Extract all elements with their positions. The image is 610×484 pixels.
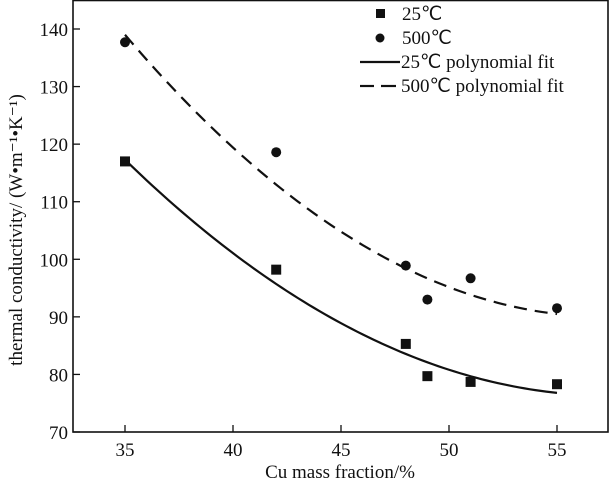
legend-circle-icon — [375, 33, 385, 43]
point-25c — [422, 371, 433, 382]
point-25c — [400, 338, 411, 349]
legend-label: 500℃ — [402, 28, 452, 49]
y-tick-label: 120 — [40, 135, 69, 156]
y-axis-label: thermal conductivity/ (W•m⁻¹•K⁻¹) — [6, 94, 27, 366]
fit-line-500c — [124, 34, 558, 316]
y-tick-label: 70 — [49, 423, 68, 444]
point-25c — [552, 379, 562, 390]
legend-label: 25℃ polynomial fit — [401, 52, 555, 73]
x-tick-label: 40 — [224, 440, 243, 461]
legend-label: 500℃ polynomial fit — [401, 76, 564, 97]
point-500c — [400, 260, 411, 271]
fit-lines — [124, 34, 558, 394]
point-500c — [552, 303, 562, 314]
y-tick-label: 130 — [40, 78, 69, 99]
y-tick-label: 140 — [40, 20, 69, 41]
point-500c — [465, 273, 476, 284]
point-25c — [271, 264, 282, 275]
x-tick-label: 55 — [548, 440, 567, 461]
legend: 25℃ 500℃ 25℃ polynomial fit 500℃ polynomial… — [360, 4, 564, 97]
data-points — [120, 37, 562, 390]
point-25c — [120, 156, 130, 167]
fit-line-25c — [124, 158, 558, 394]
x-axis-label: Cu mass fraction/% — [265, 462, 415, 483]
x-tick-label: 50 — [440, 440, 459, 461]
point-500c — [120, 37, 130, 48]
point-25c — [465, 376, 476, 387]
y-tick-label: 80 — [49, 365, 68, 386]
point-500c — [271, 147, 282, 158]
y-tick-label: 90 — [49, 308, 68, 329]
x-tick-label: 35 — [116, 440, 135, 461]
y-tick-label: 100 — [40, 250, 69, 271]
point-500c — [422, 294, 433, 305]
legend-square-icon — [376, 9, 385, 18]
axes: 35 40 45 50 55 70 80 90 100 110 120 130 140 — [40, 0, 609, 461]
y-tick-label: 110 — [40, 193, 68, 214]
x-tick-label: 45 — [332, 440, 351, 461]
legend-label: 25℃ — [402, 4, 442, 25]
